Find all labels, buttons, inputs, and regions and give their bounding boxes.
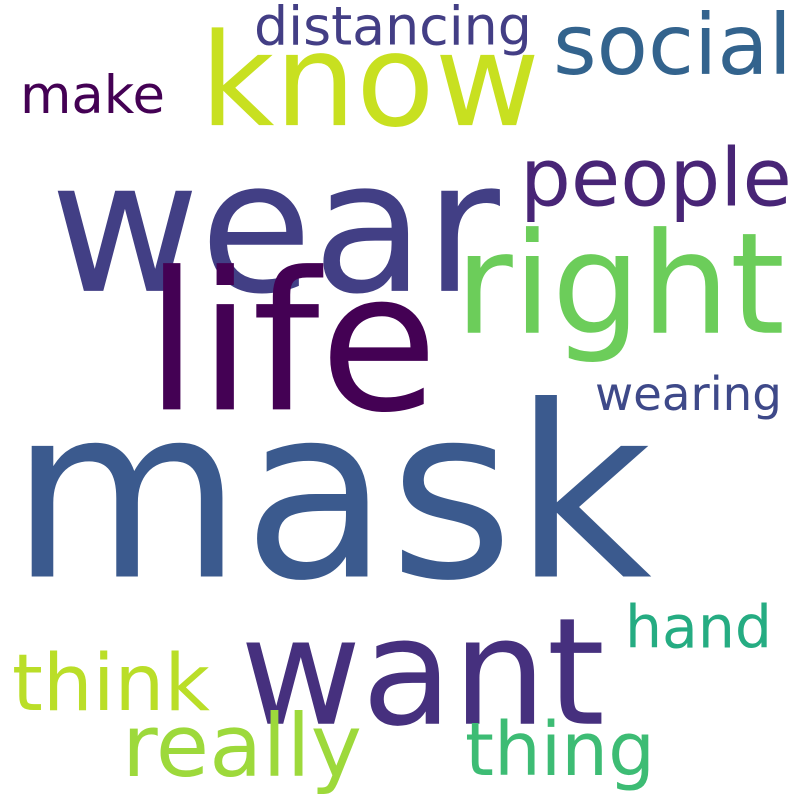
word-distancing: distancing <box>254 0 532 58</box>
word-wearing: wearing <box>595 368 782 423</box>
word-really: really <box>122 696 362 798</box>
word-hand: hand <box>625 593 772 662</box>
word-wear: wear <box>50 121 500 335</box>
word-life: life <box>145 231 438 456</box>
word-thing: thing <box>465 707 655 794</box>
word-right: right <box>455 203 785 367</box>
word-think: think <box>12 637 210 730</box>
word-make: make <box>20 65 165 127</box>
word-know: know <box>200 7 540 157</box>
word-people: people <box>520 131 792 225</box>
word-mask: mask <box>10 355 652 634</box>
word-social: social <box>553 0 792 95</box>
word-want: want <box>240 586 605 760</box>
